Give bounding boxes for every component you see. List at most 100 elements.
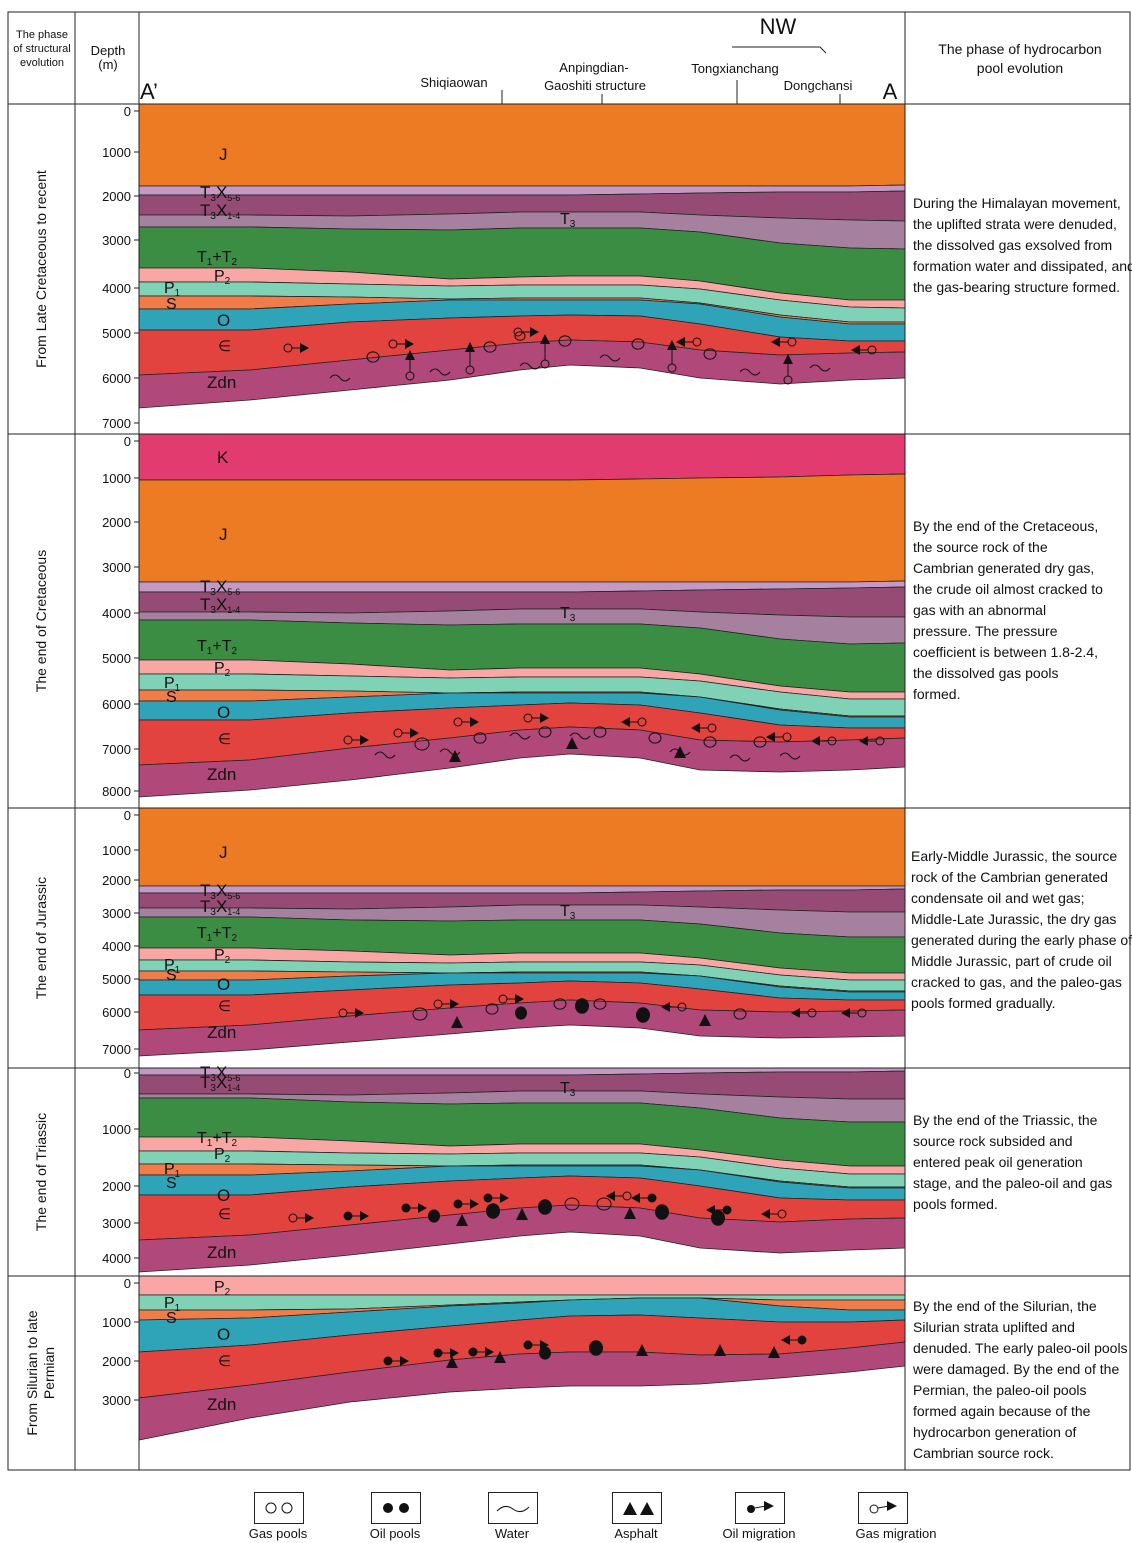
migration-arrow bbox=[661, 1002, 670, 1012]
oil-pool-symbol bbox=[515, 1006, 527, 1020]
migration-arrow bbox=[485, 1347, 494, 1357]
legend-gas-pools-label: Gas pools bbox=[248, 1526, 308, 1541]
phase-text-recent: From Late Cretaceous to recent bbox=[33, 170, 49, 368]
asphalt-symbol bbox=[451, 1016, 463, 1028]
depth-tick-label: 6000 bbox=[102, 1005, 131, 1020]
strata-layer bbox=[138, 103, 906, 1441]
depth-tick-label: 3000 bbox=[102, 1393, 131, 1408]
depth-tick-label: 2000 bbox=[102, 1179, 131, 1194]
migration-arrow bbox=[300, 343, 309, 353]
depth-tick-label: 3000 bbox=[102, 906, 131, 921]
migration-arrow bbox=[631, 1193, 640, 1203]
depth-tick-label: 5000 bbox=[102, 326, 131, 341]
location-anpingdian: Anpingdian- bbox=[559, 60, 629, 75]
stratum-K bbox=[138, 433, 906, 481]
gas-pool-symbol bbox=[593, 726, 607, 738]
stratum-label: ∈ bbox=[218, 1353, 231, 1370]
migration-arrow bbox=[811, 736, 820, 746]
stratum-label: J bbox=[219, 525, 228, 544]
depth-tick-label: 8000 bbox=[102, 784, 131, 799]
asphalt-symbol bbox=[699, 1014, 711, 1026]
migration-arrow bbox=[540, 713, 549, 723]
gas-pool-symbol bbox=[648, 732, 662, 744]
stratum-label: ∈ bbox=[218, 338, 231, 355]
stratum-label: K bbox=[217, 448, 229, 467]
migration-arrow bbox=[470, 717, 479, 727]
legend-gas-pools-swatch bbox=[254, 1492, 304, 1524]
stratum-label: Zdn bbox=[207, 1023, 236, 1042]
description-permian: By the end of the Silurian, the Silurian… bbox=[913, 1298, 1128, 1461]
depth-tick-label: 5000 bbox=[102, 651, 131, 666]
asphalt-symbol bbox=[636, 1344, 648, 1356]
stratum-label: J bbox=[219, 843, 228, 862]
stratum-label: O bbox=[217, 311, 230, 330]
depth-tick-label: 1000 bbox=[102, 1122, 131, 1137]
migration-arrow bbox=[859, 736, 868, 746]
section-end-right: A bbox=[882, 79, 898, 104]
depth-column-header: Depth (m) bbox=[90, 43, 126, 72]
stratum-label: O bbox=[217, 703, 230, 722]
gas-pool-symbol bbox=[564, 1197, 580, 1211]
depth-ticks-layer: 0 1000 2000 3000 4000 5000 6000 7000 0 1000 2000 30… bbox=[102, 104, 139, 1408]
stratum-label: T1+T2 bbox=[197, 925, 237, 944]
depth-tick-label: 4000 bbox=[102, 281, 131, 296]
legend-asphalt-label: Asphalt bbox=[614, 1526, 658, 1541]
vertical-migration-source bbox=[783, 375, 793, 385]
depth-tick-label: 2000 bbox=[102, 1354, 131, 1369]
gas-pool-symbol bbox=[473, 732, 487, 744]
depth-tick-label: 3000 bbox=[102, 1216, 131, 1231]
gas-pool-symbol bbox=[558, 335, 572, 347]
oil-migration-symbol bbox=[468, 1347, 478, 1357]
water-symbol bbox=[779, 752, 801, 760]
stratum-label: ∈ bbox=[218, 1206, 231, 1223]
asphalt-symbol bbox=[674, 746, 686, 758]
oil-pool-symbol bbox=[711, 1210, 725, 1226]
depth-tick-label: 0 bbox=[124, 434, 131, 449]
oil-migration-symbol bbox=[433, 1348, 443, 1358]
oil-migration-symbol bbox=[453, 1199, 463, 1209]
depth-tick-label: 1000 bbox=[102, 1315, 131, 1330]
depth-tick-label: 0 bbox=[124, 808, 131, 823]
depth-tick-label: 0 bbox=[124, 1276, 131, 1291]
depth-tick-label: 1000 bbox=[102, 145, 131, 160]
gas-pool-symbol bbox=[596, 1197, 612, 1211]
gas-pool-symbol bbox=[703, 348, 717, 360]
stratum-label: ∈ bbox=[218, 998, 231, 1015]
stratum-label: O bbox=[217, 1186, 230, 1205]
stratum-label: ∈ bbox=[218, 731, 231, 748]
oil-pool-symbol bbox=[655, 1204, 669, 1220]
vertical-migration-source bbox=[667, 363, 677, 373]
oil-pool-symbol bbox=[575, 998, 589, 1014]
migration-arrow bbox=[515, 994, 524, 1004]
phase-text-triassic: The end of Triassic bbox=[33, 1112, 49, 1232]
water-symbol bbox=[569, 732, 591, 740]
migration-arrow bbox=[841, 1008, 850, 1018]
location-gaoshiti: Gaoshiti structure bbox=[544, 78, 646, 93]
vertical-migration-arrow bbox=[667, 340, 677, 350]
water-symbol bbox=[729, 754, 751, 762]
oil-migration-symbol bbox=[647, 1193, 657, 1203]
depth-tick-label: 3000 bbox=[102, 560, 131, 575]
location-shiqiaowan: Shiqiaowan bbox=[420, 75, 488, 90]
depth-tick-label: 6000 bbox=[102, 697, 131, 712]
pool-evolution-column-header: The phase of hydrocarbon pool evolution bbox=[938, 41, 1102, 76]
depth-tick-label: 1000 bbox=[102, 843, 131, 858]
gas-pool-symbol bbox=[753, 736, 767, 748]
oil-migration-symbol bbox=[483, 1193, 493, 1203]
gas-pool-symbol bbox=[553, 998, 567, 1010]
gas-pool-symbol bbox=[514, 331, 526, 341]
vertical-migration-arrow bbox=[540, 334, 550, 344]
stratum-J bbox=[138, 807, 906, 887]
legend-water-label: Water bbox=[494, 1526, 530, 1541]
migration-arrow bbox=[355, 1008, 364, 1018]
migration-arrow bbox=[851, 345, 860, 355]
water-symbol bbox=[329, 374, 351, 382]
stratum-label: S bbox=[166, 296, 177, 313]
migration-arrow bbox=[781, 1335, 790, 1345]
depth-tick-label: 2000 bbox=[102, 515, 131, 530]
water-symbol bbox=[509, 732, 531, 740]
asphalt-symbol bbox=[494, 1351, 506, 1363]
gas-pool-symbol bbox=[366, 351, 380, 363]
location-tongxianchang: Tongxianchang bbox=[691, 61, 779, 76]
